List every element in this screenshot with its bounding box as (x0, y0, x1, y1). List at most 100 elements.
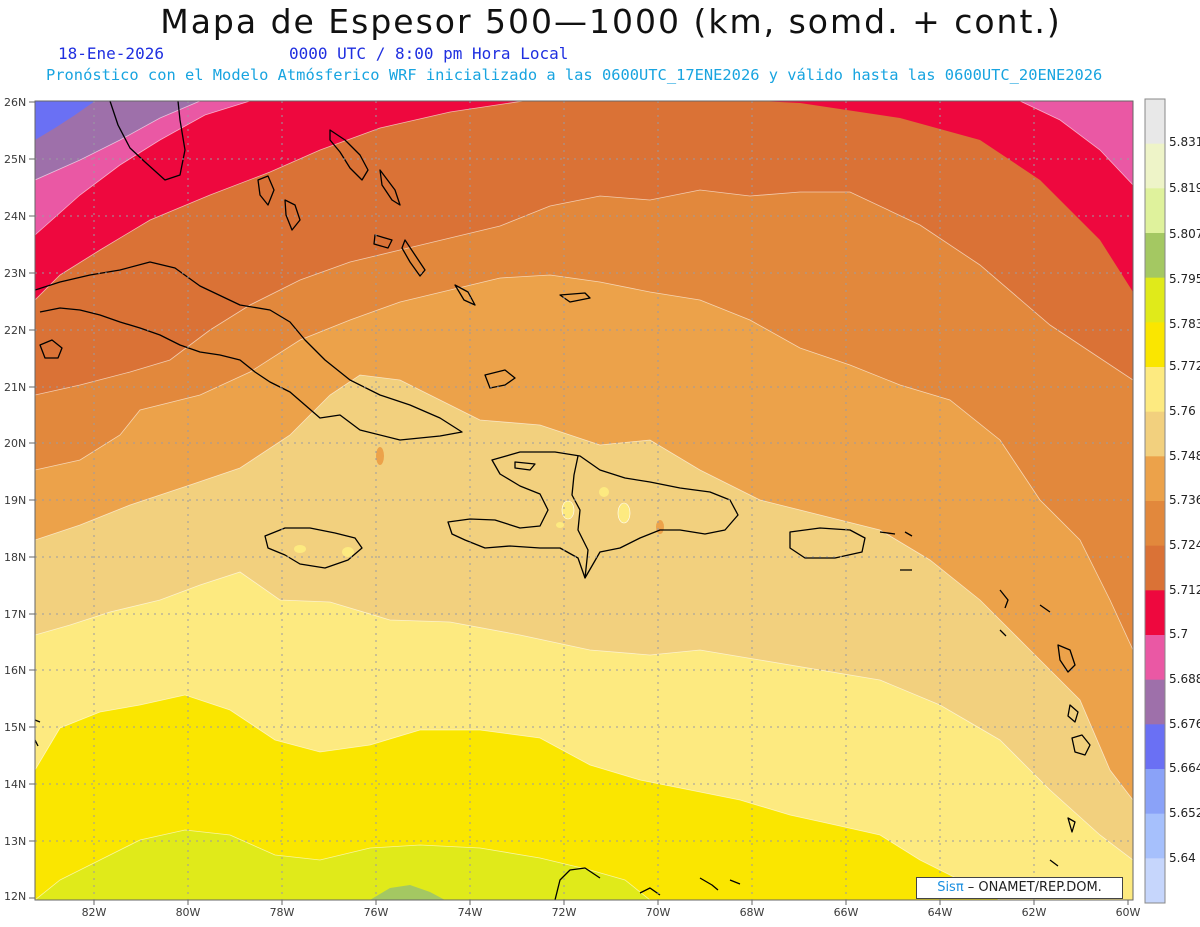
coast-bahamas-4 (379, 169, 401, 206)
coast-south-america (554, 867, 741, 900)
lat-label: 26N (4, 96, 26, 109)
coast-cuba (35, 261, 463, 441)
coast-tortuga (514, 461, 536, 471)
lat-label: 23N (4, 267, 26, 280)
lon-label: 70W (646, 906, 671, 919)
coast-jamaica (264, 527, 363, 569)
lon-axis-labels: 82W 80W 78W 76W 74W 72W 70W 68W 66W 64W … (82, 906, 1141, 919)
colorbar-label: 5.795 (1169, 272, 1200, 286)
lon-label: 64W (928, 906, 953, 919)
colorbar-swatch (1145, 188, 1165, 234)
lon-label: 68W (740, 906, 765, 919)
lon-label: 72W (552, 906, 577, 919)
lat-label: 20N (4, 437, 26, 450)
lat-label: 13N (4, 835, 26, 848)
colorbar-label: 5.748 (1169, 449, 1200, 463)
lat-tick-marks (29, 101, 35, 899)
colorbar-label: 5.724 (1169, 538, 1200, 552)
lat-label: 12N (4, 890, 26, 903)
colorbar-swatch (1145, 322, 1165, 368)
thickness-field (35, 101, 1133, 900)
colorbar-label: 5.736 (1169, 493, 1200, 507)
colorbar: 5.831 5.819 5.807 5.795 5.783 5.772 5.76… (1144, 98, 1200, 904)
coast-virgin-islands (879, 531, 913, 571)
lon-label: 74W (458, 906, 483, 919)
lon-label: 80W (176, 906, 201, 919)
coast-puerto-rico (789, 527, 866, 559)
colorbar-swatch (1145, 143, 1165, 189)
colorbar-label: 5.772 (1169, 359, 1200, 373)
colorbar-swatch (1145, 411, 1165, 457)
coast-border (571, 455, 589, 579)
lat-label: 18N (4, 551, 26, 564)
colorbar-label: 5.676 (1169, 717, 1200, 731)
forecast-time: 0000 UTC / 8:00 pm Hora Local (289, 44, 569, 63)
credit-logo: Sisπ (937, 880, 964, 895)
map-title: Mapa de Espesor 500—1000 (km, somd. + co… (160, 2, 1062, 41)
colorbar-label: 5.831 (1169, 135, 1200, 149)
colorbar-swatch (1145, 99, 1165, 145)
coastlines (35, 101, 1091, 900)
band-lime (35, 830, 650, 900)
band-blue (35, 101, 95, 140)
colorbar-label: 5.783 (1169, 317, 1200, 331)
colorbar-swatch (1145, 367, 1165, 413)
lon-label: 66W (834, 906, 859, 919)
lon-label: 62W (1022, 906, 1047, 919)
lon-label: 82W (82, 906, 107, 919)
band-pink-ne (1020, 101, 1133, 185)
coast-bahamas-1 (257, 175, 275, 206)
colorbar-label: 5.76 (1169, 404, 1196, 418)
lon-label: 76W (364, 906, 389, 919)
lon-label: 78W (270, 906, 295, 919)
colorbar-labels: 5.831 5.819 5.807 5.795 5.783 5.772 5.76… (1169, 135, 1200, 865)
colorbar-swatch (1145, 456, 1165, 502)
coast-haiti-dr (447, 451, 739, 579)
colorbar-label: 5.807 (1169, 227, 1200, 241)
coast-bahamas-8 (484, 369, 516, 389)
lon-tick-marks (93, 900, 1129, 905)
lat-label: 16N (4, 664, 26, 677)
band-purple (35, 101, 200, 180)
colorbar-swatch (1145, 769, 1165, 815)
lat-label: 19N (4, 494, 26, 507)
lat-axis-labels: 26N 25N 24N 23N 22N 21N 20N 19N 18N 17N … (4, 96, 26, 903)
graticule (35, 101, 1133, 900)
colorbar-swatch (1145, 233, 1165, 279)
colorbar-swatch (1145, 277, 1165, 323)
colorbar-label: 5.712 (1169, 583, 1200, 597)
colorbar-label: 5.688 (1169, 672, 1200, 686)
coast-bahamas-6 (373, 234, 393, 249)
coast-bahamas-3 (329, 129, 369, 181)
coast-bahamas-9 (559, 292, 591, 303)
colorbar-swatch (1145, 679, 1165, 725)
colorbar-label: 5.819 (1169, 181, 1200, 195)
band-yellow (35, 695, 1000, 900)
credit-box: Sisπ – ONAMET/REP.DOM. (916, 877, 1123, 899)
coast-bahamas-2 (284, 199, 301, 231)
colorbar-swatch (1145, 545, 1165, 591)
coast-isla-juventud (39, 339, 63, 359)
lat-label: 15N (4, 721, 26, 734)
lat-label: 24N (4, 210, 26, 223)
coast-florida (109, 101, 186, 181)
colorbar-label: 5.652 (1169, 806, 1200, 820)
lat-label: 22N (4, 324, 26, 337)
coast-bahamas-5 (401, 239, 426, 277)
colorbar-label: 5.64 (1169, 851, 1196, 865)
credit-org: – ONAMET/REP.DOM. (963, 880, 1102, 895)
forecast-description: Pronóstico con el Modelo Atmósferico WRF… (46, 66, 1103, 84)
forecast-date: 18-Ene-2026 (58, 44, 164, 63)
colorbar-swatch (1145, 590, 1165, 636)
colorbar-label: 5.7 (1169, 627, 1188, 641)
lat-label: 17N (4, 608, 26, 621)
colorbar-swatches (1145, 99, 1165, 904)
coast-bahamas-7 (454, 284, 476, 306)
colorbar-swatch (1145, 635, 1165, 681)
lat-label: 14N (4, 778, 26, 791)
lat-label: 21N (4, 381, 26, 394)
coast-lesser-antilles (999, 589, 1091, 867)
colorbar-swatch (1145, 501, 1165, 547)
lat-label: 25N (4, 153, 26, 166)
